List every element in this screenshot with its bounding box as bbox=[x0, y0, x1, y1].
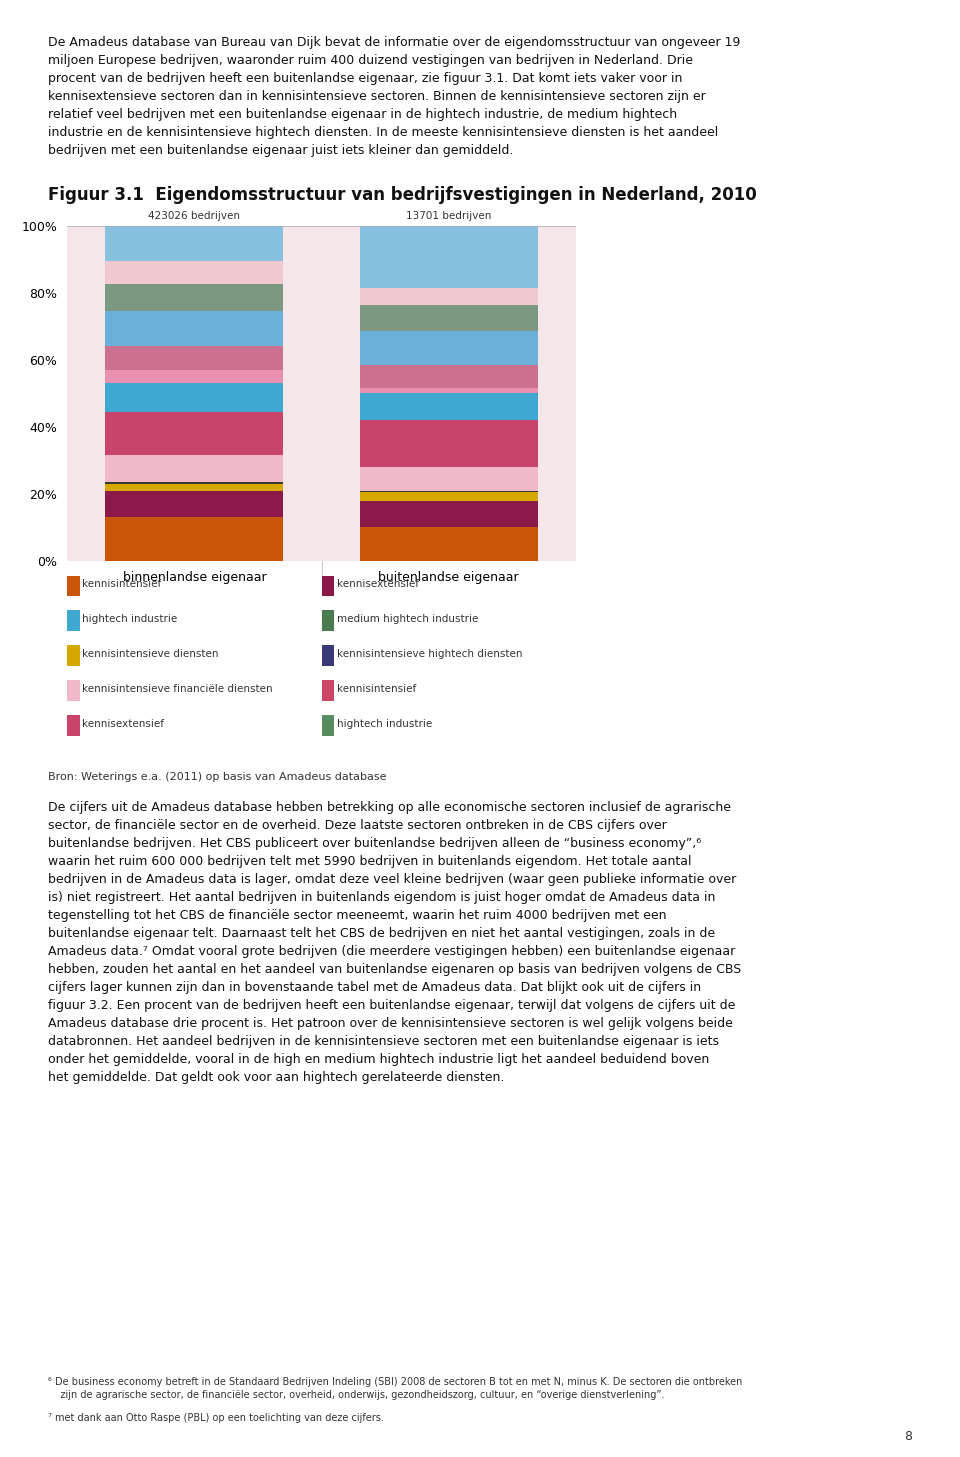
Bar bbox=[67, 715, 80, 736]
Bar bbox=[106, 517, 283, 561]
Text: Figuur 3.1  Eigendomsstructuur van bedrijfsvestigingen in Nederland, 2010: Figuur 3.1 Eigendomsstructuur van bedrij… bbox=[48, 186, 756, 204]
Bar bbox=[322, 610, 334, 631]
Text: ⁷ met dank aan Otto Raspe (PBL) op een toelichting van deze cijfers.: ⁷ met dank aan Otto Raspe (PBL) op een t… bbox=[48, 1413, 384, 1423]
Bar bbox=[106, 370, 283, 383]
Bar bbox=[360, 305, 538, 331]
Bar bbox=[106, 412, 283, 456]
Bar bbox=[67, 645, 80, 666]
Text: medium hightech industrie: medium hightech industrie bbox=[337, 615, 478, 624]
Bar bbox=[322, 645, 334, 666]
Text: kennisintensieve diensten: kennisintensieve diensten bbox=[83, 650, 219, 659]
Bar bbox=[360, 420, 538, 468]
Bar bbox=[360, 393, 538, 420]
Text: hightech industrie: hightech industrie bbox=[337, 720, 432, 728]
Bar bbox=[360, 468, 538, 491]
Text: 423026 bedrijven: 423026 bedrijven bbox=[149, 211, 240, 221]
Bar bbox=[106, 482, 283, 484]
Bar bbox=[360, 527, 538, 561]
Bar bbox=[360, 492, 538, 501]
Text: De Amadeus database van Bureau van Dijk bevat de informatie over de eigendomsstr: De Amadeus database van Bureau van Dijk … bbox=[48, 36, 740, 157]
Bar bbox=[360, 288, 538, 305]
Bar bbox=[67, 680, 80, 701]
Bar bbox=[106, 383, 283, 412]
Bar bbox=[360, 226, 538, 288]
Bar bbox=[106, 261, 283, 284]
Bar bbox=[360, 389, 538, 393]
Text: De cijfers uit de Amadeus database hebben betrekking op alle economische sectore: De cijfers uit de Amadeus database hebbe… bbox=[48, 801, 741, 1084]
Bar bbox=[106, 456, 283, 482]
Text: kennisintensieve financiële diensten: kennisintensieve financiële diensten bbox=[83, 685, 273, 694]
Bar bbox=[106, 312, 283, 347]
Text: hightech industrie: hightech industrie bbox=[83, 615, 178, 624]
Text: ⁶ De business economy betreft in de Standaard Bedrijven Indeling (SBI) 2008 de s: ⁶ De business economy betreft in de Stan… bbox=[48, 1377, 742, 1400]
Text: kennisintensieve hightech diensten: kennisintensieve hightech diensten bbox=[337, 650, 522, 659]
Bar bbox=[322, 576, 334, 596]
Bar bbox=[106, 484, 283, 491]
Text: kennisextensief: kennisextensief bbox=[337, 580, 419, 589]
Bar bbox=[106, 226, 283, 261]
Bar bbox=[106, 347, 283, 370]
Text: 8: 8 bbox=[904, 1429, 912, 1442]
Bar bbox=[322, 715, 334, 736]
Bar bbox=[360, 331, 538, 364]
Bar bbox=[322, 680, 334, 701]
Text: 13701 bedrijven: 13701 bedrijven bbox=[406, 211, 492, 221]
Bar bbox=[106, 284, 283, 312]
Bar bbox=[360, 491, 538, 492]
Text: Bron: Weterings e.a. (2011) op basis van Amadeus database: Bron: Weterings e.a. (2011) op basis van… bbox=[48, 772, 387, 782]
Text: kennisintensief: kennisintensief bbox=[337, 685, 416, 694]
Bar bbox=[67, 610, 80, 631]
Text: kennisextensief: kennisextensief bbox=[83, 720, 164, 728]
Bar bbox=[360, 364, 538, 389]
Bar bbox=[67, 576, 80, 596]
Bar bbox=[360, 501, 538, 527]
Bar bbox=[106, 491, 283, 517]
Text: kennisintensief: kennisintensief bbox=[83, 580, 161, 589]
